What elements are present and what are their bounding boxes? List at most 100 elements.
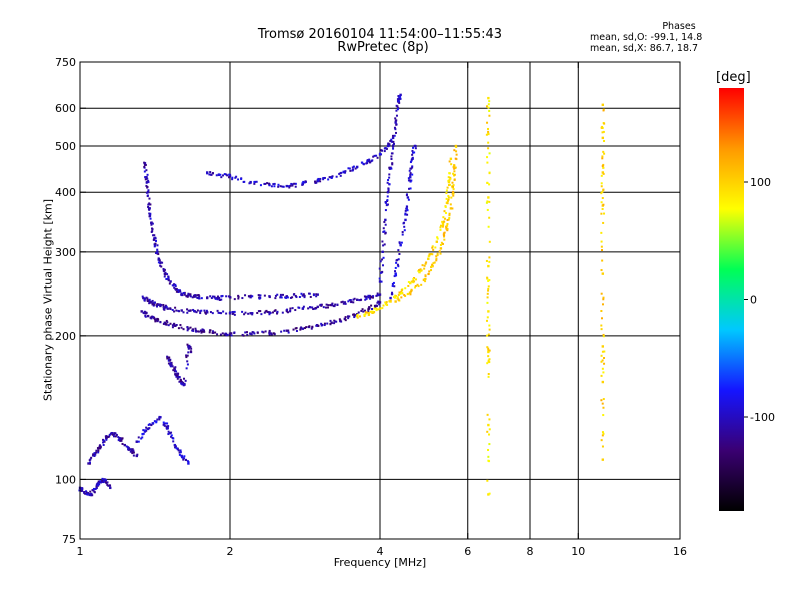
data-point <box>448 172 451 175</box>
data-point <box>195 311 198 314</box>
data-point <box>367 312 371 315</box>
data-point <box>447 195 450 198</box>
data-point <box>412 146 415 149</box>
data-point <box>397 107 400 110</box>
data-point <box>448 212 451 215</box>
data-point <box>360 309 363 312</box>
data-point <box>186 326 189 329</box>
x-tick-label: 2 <box>227 545 234 558</box>
data-point <box>170 435 173 438</box>
data-point <box>370 296 373 299</box>
data-point <box>364 311 367 314</box>
data-point <box>600 399 603 402</box>
data-point <box>403 225 406 228</box>
data-point <box>265 309 268 312</box>
data-point <box>376 292 379 295</box>
data-point <box>415 278 418 281</box>
data-point <box>156 248 159 251</box>
data-point <box>428 253 431 256</box>
data-point <box>403 229 406 232</box>
data-point <box>331 303 334 306</box>
data-point <box>343 301 347 304</box>
data-point <box>375 294 378 297</box>
data-point <box>602 172 605 175</box>
data-point <box>316 324 319 327</box>
data-point <box>167 433 170 436</box>
data-point <box>153 303 156 306</box>
data-point <box>187 309 190 312</box>
data-point <box>255 180 258 183</box>
data-point <box>378 277 381 280</box>
data-point <box>446 229 449 232</box>
data-point <box>200 297 203 300</box>
data-point <box>449 207 453 210</box>
data-point <box>93 491 96 494</box>
data-point <box>97 449 100 452</box>
data-point <box>273 185 276 188</box>
data-point <box>249 295 252 299</box>
data-point <box>410 159 413 162</box>
data-point <box>486 362 489 365</box>
data-point <box>144 297 147 300</box>
data-point <box>372 155 375 158</box>
data-point <box>193 295 196 298</box>
data-point <box>330 177 333 180</box>
data-point <box>384 301 387 304</box>
data-point <box>216 333 219 336</box>
data-point <box>233 332 236 335</box>
data-point <box>189 326 192 329</box>
data-point <box>441 225 444 228</box>
data-point <box>319 303 322 306</box>
data-point <box>400 296 403 299</box>
data-point <box>221 294 224 297</box>
data-point <box>379 152 382 155</box>
data-point <box>173 370 176 373</box>
data-point <box>600 360 603 363</box>
data-point <box>149 203 152 206</box>
data-point <box>601 125 604 128</box>
data-point <box>241 333 244 336</box>
data-point <box>165 425 168 428</box>
data-point <box>436 237 439 240</box>
data-point <box>144 176 147 179</box>
data-point <box>162 421 165 424</box>
y-tick-label: 600 <box>55 102 76 115</box>
data-point <box>393 285 396 288</box>
data-point <box>362 310 365 313</box>
data-point <box>84 492 87 495</box>
data-point <box>170 431 173 434</box>
data-point <box>160 303 163 306</box>
data-point <box>488 172 491 175</box>
data-point <box>164 271 167 274</box>
data-point <box>155 239 158 242</box>
data-point <box>414 147 417 150</box>
data-point <box>101 477 104 480</box>
data-point <box>262 331 265 334</box>
data-point <box>259 310 262 313</box>
data-point <box>431 246 434 249</box>
data-point <box>286 311 289 314</box>
data-point <box>603 212 606 215</box>
y-tick-label: 500 <box>55 140 76 153</box>
data-point <box>153 420 156 423</box>
data-point <box>240 177 243 180</box>
data-point <box>177 449 180 452</box>
data-point <box>312 308 315 311</box>
data-point <box>146 300 149 303</box>
data-point <box>388 167 391 170</box>
data-point <box>225 312 228 315</box>
data-point <box>348 167 351 170</box>
data-point <box>396 263 399 266</box>
data-point <box>388 300 391 303</box>
data-point <box>209 329 212 332</box>
data-point <box>105 481 108 484</box>
data-point <box>388 183 391 186</box>
data-point <box>93 454 96 457</box>
phases-stats: Phases mean, sd,O: -99.1, 14.8 mean, sd,… <box>590 21 740 54</box>
data-point <box>407 198 410 201</box>
data-point <box>151 299 154 302</box>
data-point <box>452 190 455 193</box>
data-point <box>141 433 144 436</box>
data-point <box>187 294 190 297</box>
data-point <box>390 157 393 160</box>
